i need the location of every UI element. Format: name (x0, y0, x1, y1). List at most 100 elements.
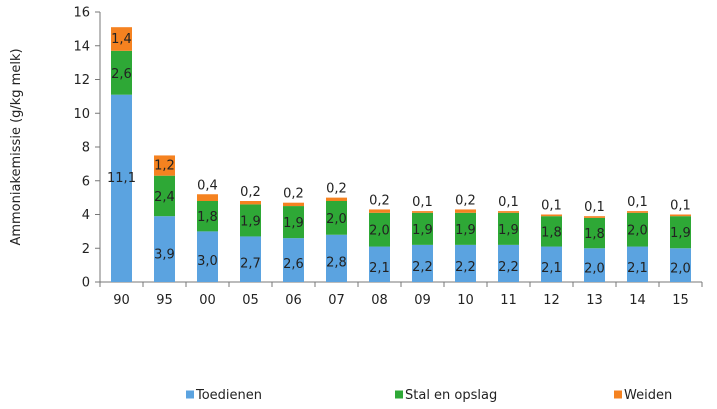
data-label: 0,1 (584, 200, 605, 215)
data-label: 0,1 (670, 199, 691, 214)
x-tick-label: 95 (156, 293, 173, 308)
bar-segment (670, 216, 691, 249)
bar-segment (154, 155, 175, 176)
x-tick-label: 14 (629, 293, 646, 308)
data-label: 2,0 (326, 212, 347, 227)
bar-segment (498, 212, 519, 245)
x-tick-label: 00 (199, 293, 216, 308)
bar-segment (412, 212, 433, 245)
legend-label: Toedienen (195, 388, 262, 403)
bar-segment (154, 175, 175, 217)
bar-segment (455, 209, 476, 213)
data-label: 0,2 (240, 185, 261, 200)
x-tick-label: 06 (285, 293, 302, 308)
data-label: 2,6 (111, 67, 132, 82)
data-label: 2,0 (584, 261, 605, 276)
data-label: 1,9 (283, 216, 304, 231)
bar-segment (541, 216, 562, 247)
legend: Toedienen Stal en opslag Weiden (186, 388, 672, 403)
x-tick-label: 07 (328, 293, 345, 308)
y-tick-label: 6 (82, 174, 90, 189)
data-label: 0,1 (627, 195, 648, 210)
bar-segment (111, 27, 132, 51)
bar-segment (283, 238, 304, 282)
data-label: 3,9 (154, 248, 175, 263)
x-tick-label: 10 (457, 293, 474, 308)
x-tick-label: 11 (500, 293, 517, 308)
x-tick-label: 09 (414, 293, 431, 308)
bar-segment (326, 201, 347, 235)
bar-segment (111, 50, 132, 95)
bar-segment (111, 94, 132, 282)
data-label: 0,2 (283, 187, 304, 202)
data-label: 1,2 (154, 159, 175, 174)
data-label: 2,6 (283, 257, 304, 272)
data-label: 2,0 (670, 261, 691, 276)
bar-segment (240, 204, 261, 237)
data-label: 0,2 (455, 193, 476, 208)
bar-segment (197, 201, 218, 232)
legend-label: Stal en opslag (405, 388, 497, 403)
data-label: 2,7 (240, 256, 261, 271)
bar-segment (326, 234, 347, 282)
data-label: 2,4 (154, 190, 175, 205)
bar-segment (283, 206, 304, 239)
bar-segment (627, 211, 648, 213)
x-tick-label: 90 (113, 293, 130, 308)
data-label: 0,1 (412, 195, 433, 210)
data-labels: 11,1 2,6 1,4 3,9 2,4 1,2 3,0 1,8 0,4 2,7 1,9 0,2 2,6… (107, 32, 691, 277)
y-tick-label: 2 (82, 242, 90, 257)
x-tick-label: 05 (242, 293, 259, 308)
data-label: 2,1 (369, 261, 390, 276)
data-label: 2,0 (369, 224, 390, 239)
y-tick-label: 16 (73, 6, 90, 21)
data-label: 1,8 (584, 227, 605, 242)
data-label: 2,2 (498, 260, 519, 275)
y-tick-label: 4 (82, 208, 90, 223)
data-label: 2,1 (541, 261, 562, 276)
data-label: 2,8 (326, 256, 347, 271)
data-label: 0,1 (498, 195, 519, 210)
bar-segment (154, 216, 175, 282)
data-label: 2,1 (627, 261, 648, 276)
bar-segment (197, 231, 218, 282)
bar-segment (584, 248, 605, 282)
data-label: 1,4 (111, 32, 132, 47)
bar-segment (283, 202, 304, 207)
legend-label: Weiden (624, 388, 672, 403)
data-label: 1,9 (498, 223, 519, 238)
bar-segment (498, 211, 519, 213)
bar-segment (584, 216, 605, 218)
y-tick-label: 0 (82, 276, 90, 291)
data-label: 1,9 (412, 223, 433, 238)
legend-swatch (614, 390, 622, 399)
x-tick-label: 13 (586, 293, 603, 308)
x-tick-label: 12 (543, 293, 560, 308)
y-axis-label: Ammoniakemissie (g/kg melk) (9, 48, 24, 245)
bar-segment (369, 246, 390, 282)
bar-segment (627, 212, 648, 247)
data-label: 11,1 (107, 171, 136, 186)
y-tick-label: 14 (73, 39, 90, 54)
y-tick-label: 10 (73, 107, 90, 122)
data-label: 1,9 (455, 223, 476, 238)
data-label: 1,8 (541, 225, 562, 240)
bar-segment (670, 248, 691, 282)
bar-segment (369, 209, 390, 213)
data-label: 2,0 (627, 224, 648, 239)
data-label: 2,2 (455, 260, 476, 275)
bar-segment (455, 244, 476, 282)
y-axis: 0 2 4 6 8 10 12 14 16 (73, 6, 101, 291)
data-label: 0,2 (326, 182, 347, 197)
data-label: 3,0 (197, 254, 218, 269)
x-tick-label: 08 (371, 293, 388, 308)
bar-segment (369, 212, 390, 247)
bar-segment (326, 197, 347, 201)
bar-segment (240, 201, 261, 205)
bar-segment (627, 246, 648, 282)
bar-stacks (111, 27, 691, 282)
data-label: 2,2 (412, 260, 433, 275)
bar-segment (541, 214, 562, 217)
x-axis: 90 95 00 05 06 07 08 09 10 11 12 13 14 15 (99, 281, 703, 308)
